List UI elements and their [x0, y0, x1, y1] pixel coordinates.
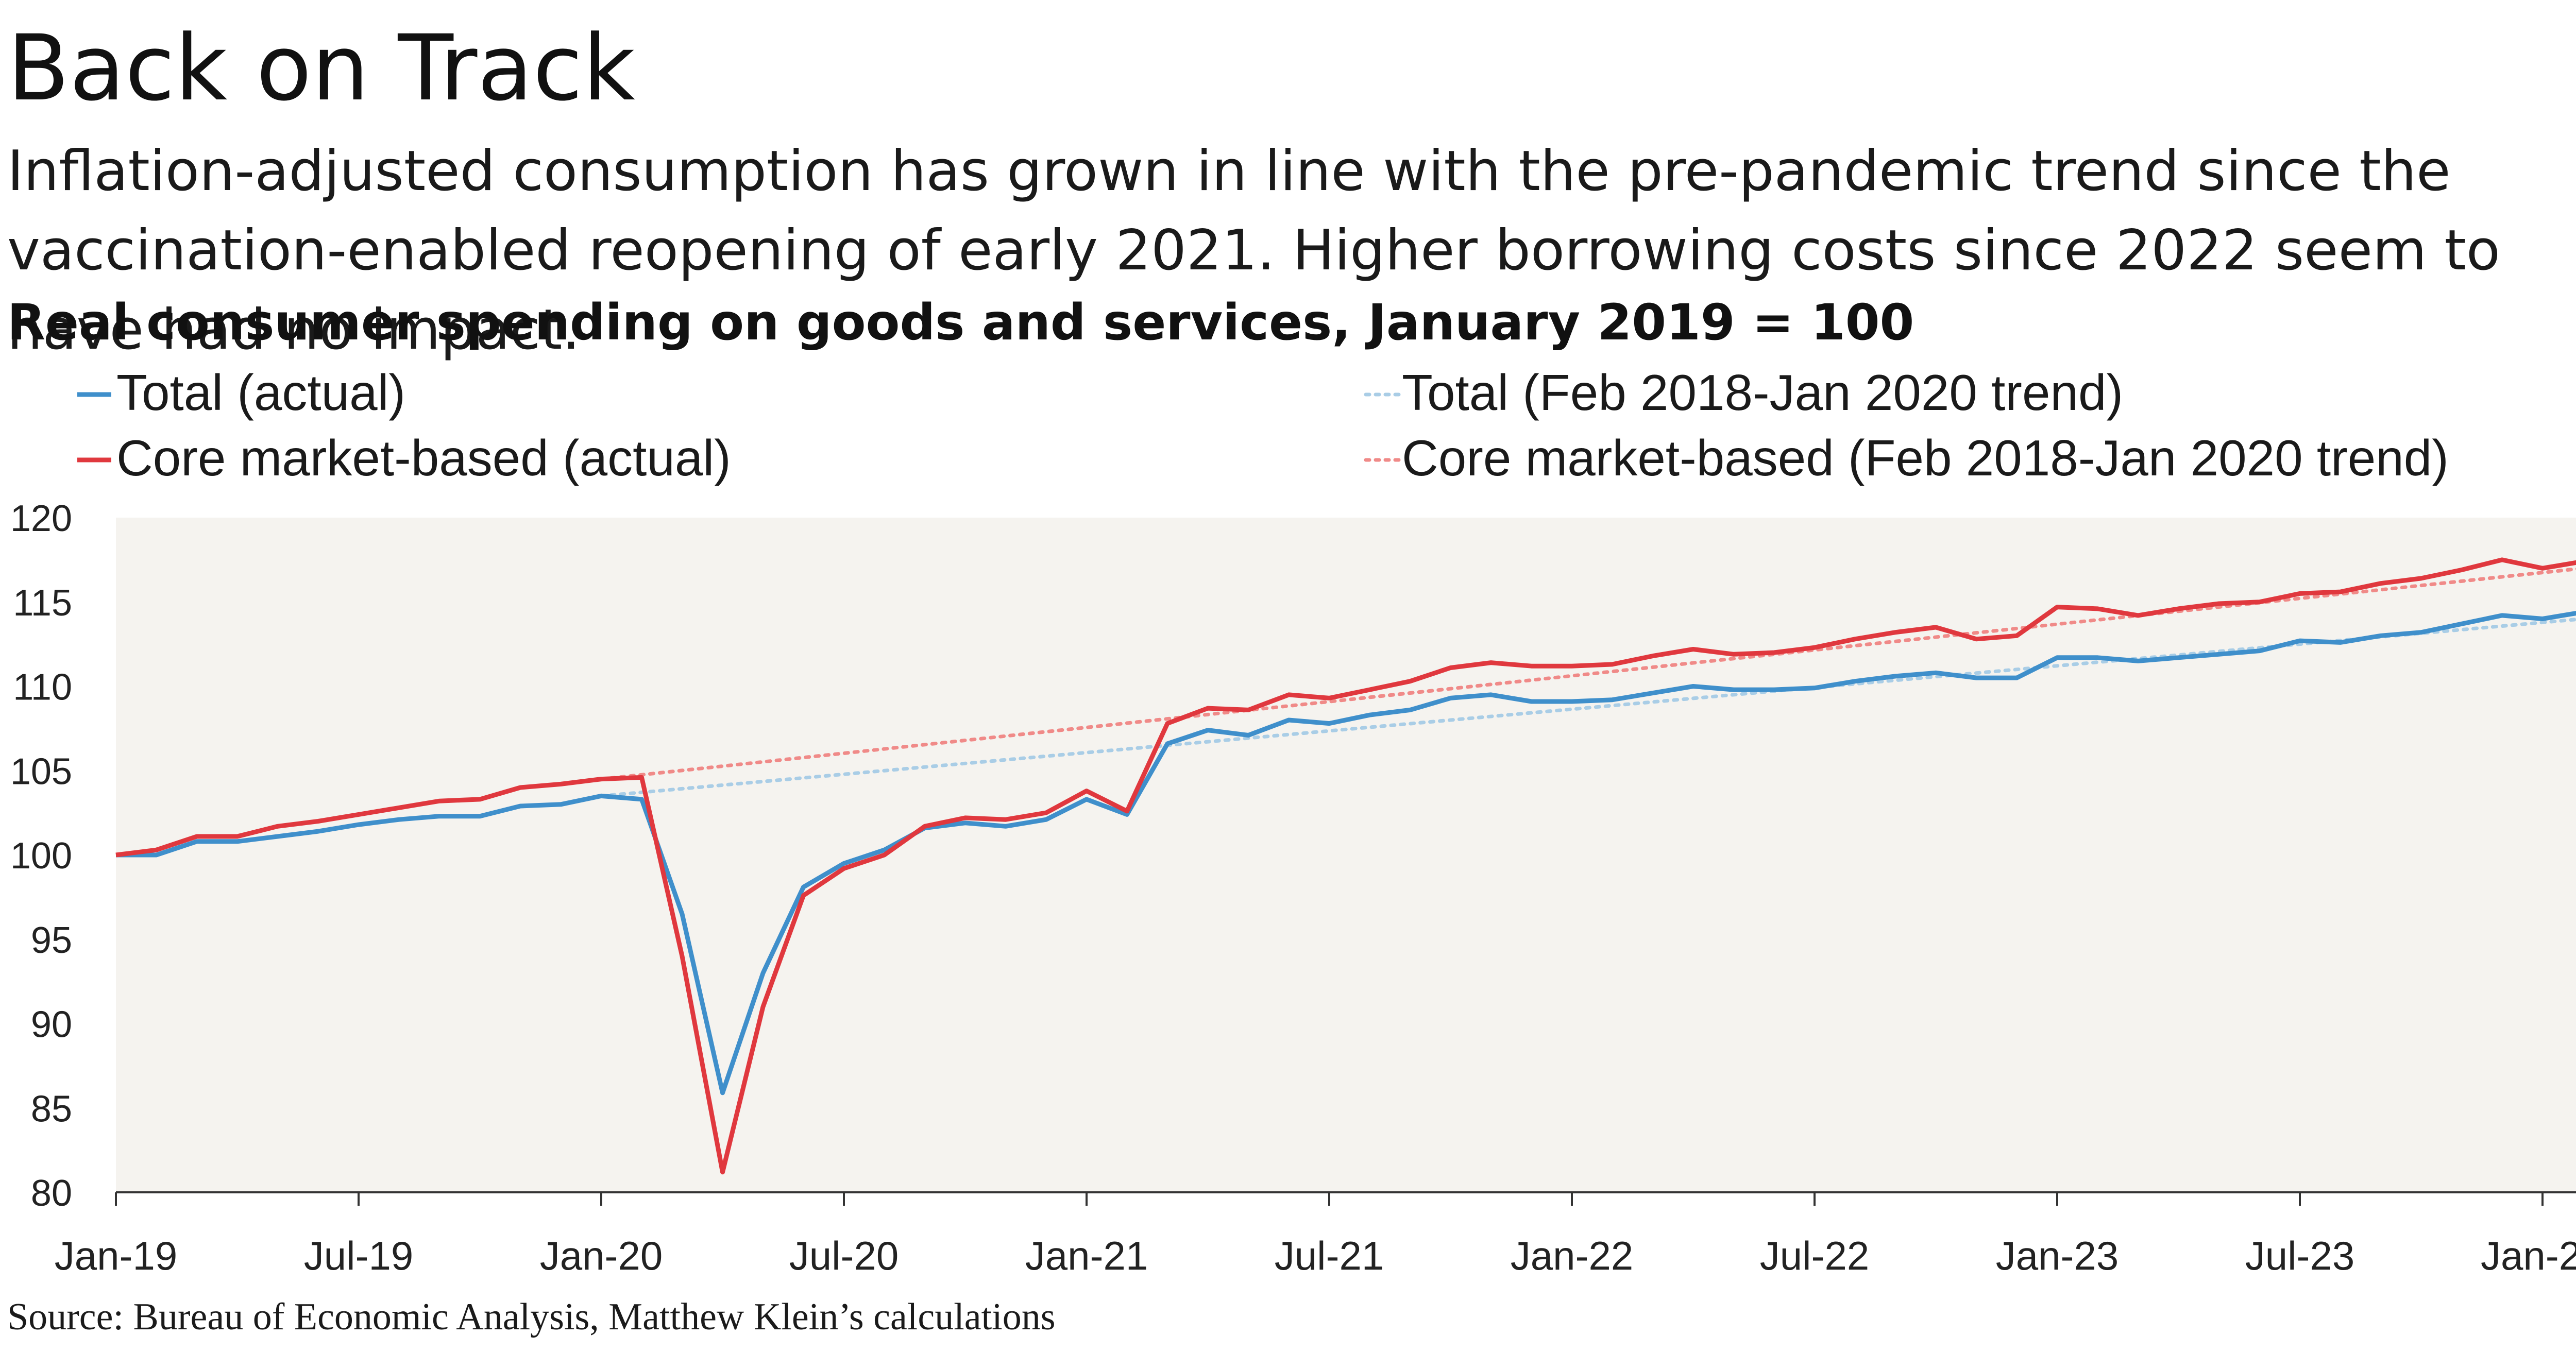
- x-tick-label: Jul-19: [304, 1233, 413, 1278]
- x-tick-label: Jul-20: [789, 1233, 899, 1278]
- total-actual-line: [116, 611, 2576, 1096]
- chart-heading: Real consumer spending on goods and serv…: [7, 294, 1914, 351]
- y-tick-label: 105: [10, 751, 72, 792]
- legend-label: Total (Feb 2018-Jan 2020 trend): [1402, 364, 2123, 421]
- x-tick-label: Jul-23: [2245, 1233, 2354, 1278]
- chart-subtitle: Inflation-adjusted consumption has grown…: [7, 139, 2501, 362]
- y-tick-label: 120: [10, 498, 72, 539]
- plot-area: [116, 518, 2576, 1192]
- legend-label: Core market-based (Feb 2018-Jan 2020 tre…: [1402, 430, 2449, 486]
- legend-core-trend: Core market-based (Feb 2018-Jan 2020 tre…: [1364, 430, 2449, 486]
- x-tick-label: Jan-23: [1996, 1233, 2119, 1278]
- y-tick-label: 95: [31, 920, 72, 961]
- y-tick-label: 90: [31, 1004, 72, 1046]
- legend: Total (actual) Core market-based (actual)…: [77, 364, 2449, 486]
- x-tick-label: Jul-21: [1275, 1233, 1384, 1278]
- x-tick-label: Jan-21: [1025, 1233, 1148, 1278]
- x-axis: Jan-19 Jul-19 Jan-20 Jul-20 Jan-21 Jul-21 Jan-…: [55, 1192, 2576, 1278]
- y-tick-label: 110: [13, 667, 72, 708]
- legend-total-trend: Total (Feb 2018-Jan 2020 trend): [1364, 364, 2123, 421]
- x-tick-label: Jan-22: [1511, 1233, 1634, 1278]
- y-tick-label: 115: [13, 583, 72, 624]
- y-tick-label: 100: [10, 835, 72, 877]
- core-actual-line: [115, 557, 2576, 1175]
- legend-label: Total (actual): [116, 364, 405, 421]
- chart-title: Back on Track: [7, 15, 635, 121]
- legend-core-actual: Core market-based (actual): [77, 430, 731, 486]
- x-tick-label: Jan-19: [55, 1233, 178, 1278]
- core-trend-line: [599, 567, 2576, 781]
- series-layer: [115, 557, 2576, 1175]
- source-note: Source: Bureau of Economic Analysis, Mat…: [7, 1296, 1056, 1338]
- x-tick-label: Jan-20: [540, 1233, 663, 1278]
- x-tick-label: Jul-22: [1760, 1233, 1869, 1278]
- legend-label: Core market-based (actual): [116, 430, 731, 486]
- legend-total-actual: Total (actual): [77, 364, 405, 421]
- total-trend-line: [599, 618, 2576, 798]
- y-tick-label: 85: [31, 1088, 72, 1129]
- y-tick-label: 80: [31, 1173, 72, 1214]
- y-axis: 120 115 110 105 100 95 90 85 80: [10, 498, 72, 1214]
- x-tick-label: Jan-2: [2481, 1233, 2576, 1278]
